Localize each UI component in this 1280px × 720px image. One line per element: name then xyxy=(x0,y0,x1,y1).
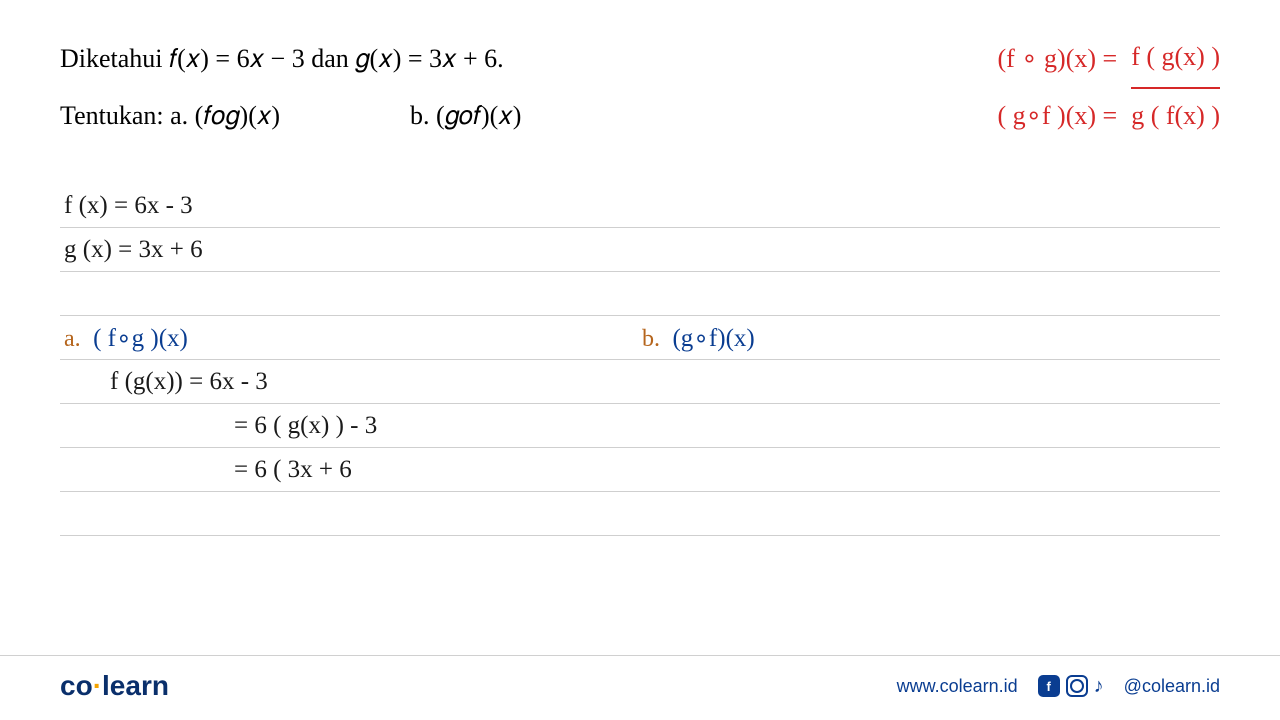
ruled-line: f (g(x)) = 6x - 3 xyxy=(60,360,1220,404)
ruled-line: = 6 ( 3x + 6 xyxy=(60,448,1220,492)
ruled-line: a. ( f∘g )(x) b. (g∘f)(x) xyxy=(60,316,1220,360)
page-container: Diketahui 𝑓(𝑥) = 6𝑥 − 3 dan 𝑔(𝑥) = 3𝑥 + … xyxy=(0,0,1280,720)
col-b-header: b. (g∘f)(x) xyxy=(642,323,1220,353)
fog-right: f ( g(x) ) xyxy=(1131,30,1220,89)
facebook-icon: f xyxy=(1038,675,1060,697)
given-gx: g (x) = 3x + 6 xyxy=(64,236,203,264)
logo-learn: learn xyxy=(102,670,169,701)
given-fx: f (x) = 6x - 3 xyxy=(64,192,193,220)
instagram-icon xyxy=(1066,675,1088,697)
logo-co: co xyxy=(60,670,93,701)
col-a-header: a. ( f∘g )(x) xyxy=(64,323,642,353)
step-a3: = 6 ( 3x + 6 xyxy=(64,456,352,484)
footer-url: www.colearn.id xyxy=(897,676,1018,697)
problem-line2: Tentukan: a. (𝑓𝑜𝑔)(𝑥) b. (𝑔𝑜𝑓)(𝑥) xyxy=(60,87,521,144)
title-a: ( f∘g )(x) xyxy=(93,325,188,352)
social-icons: f ♪ xyxy=(1038,675,1104,698)
red-annotations: (f ∘ g)(x) = f ( g(x) ) ( g∘f )(x) = g (… xyxy=(997,30,1220,144)
logo: co·learn xyxy=(60,670,169,702)
ruled-line: f (x) = 6x - 3 xyxy=(60,184,1220,228)
answer-headers: a. ( f∘g )(x) b. (g∘f)(x) xyxy=(64,323,1220,353)
ruled-line-empty xyxy=(60,492,1220,536)
part-a-text: a. (𝑓𝑜𝑔)(𝑥) xyxy=(170,101,280,130)
gof-right: g ( f(x) ) xyxy=(1131,89,1220,144)
logo-dot: · xyxy=(93,670,102,701)
red-row-2: ( g∘f )(x) = g ( f(x) ) xyxy=(997,89,1220,144)
step-a1: f (g(x)) = 6x - 3 xyxy=(64,368,268,396)
part-b-text: b. (𝑔𝑜𝑓)(𝑥) xyxy=(410,87,521,144)
label-a: a. xyxy=(64,326,81,352)
footer-handle: @colearn.id xyxy=(1124,676,1220,697)
problem-area: Diketahui 𝑓(𝑥) = 6𝑥 − 3 dan 𝑔(𝑥) = 3𝑥 + … xyxy=(60,30,1220,144)
red-row-1: (f ∘ g)(x) = f ( g(x) ) xyxy=(997,30,1220,89)
ruled-line-empty xyxy=(60,272,1220,316)
footer-right: www.colearn.id f ♪ @colearn.id xyxy=(897,675,1220,698)
fog-left: (f ∘ g)(x) = xyxy=(997,32,1117,87)
problem-line1: Diketahui 𝑓(𝑥) = 6𝑥 − 3 dan 𝑔(𝑥) = 3𝑥 + … xyxy=(60,30,521,87)
title-b: (g∘f)(x) xyxy=(672,325,754,352)
problem-statement: Diketahui 𝑓(𝑥) = 6𝑥 − 3 dan 𝑔(𝑥) = 3𝑥 + … xyxy=(60,30,521,144)
tentukan-label: Tentukan: xyxy=(60,101,164,130)
gof-left: ( g∘f )(x) = xyxy=(997,89,1117,144)
tiktok-icon: ♪ xyxy=(1094,675,1104,698)
work-area: f (x) = 6x - 3 g (x) = 3x + 6 a. ( f∘g )… xyxy=(60,184,1220,536)
ruled-line: = 6 ( g(x) ) - 3 xyxy=(60,404,1220,448)
step-a2: = 6 ( g(x) ) - 3 xyxy=(64,412,377,440)
label-b: b. xyxy=(642,326,660,352)
footer: co·learn www.colearn.id f ♪ @colearn.id xyxy=(0,655,1280,720)
ruled-line: g (x) = 3x + 6 xyxy=(60,228,1220,272)
